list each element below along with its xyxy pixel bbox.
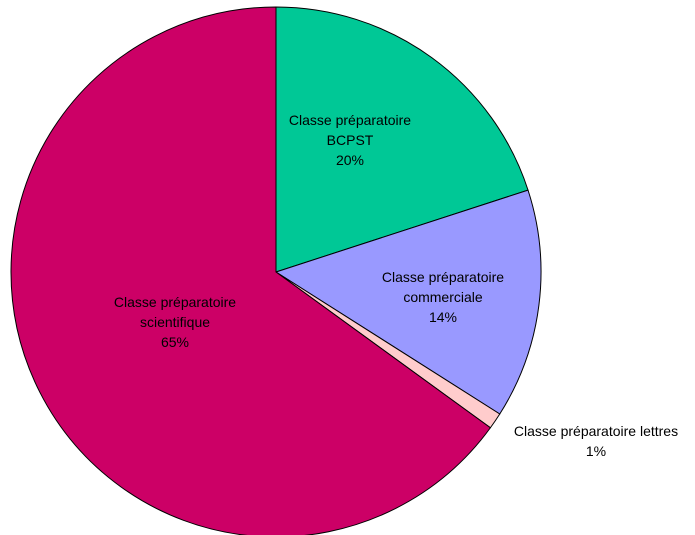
pie-slice (274, 189, 542, 415)
category-label: Classe préparatoire commerciale (381, 269, 505, 305)
category-label: Classe préparatoire BCPST (288, 112, 412, 148)
value-label: 20% (335, 152, 365, 168)
slice-label: Classe préparatoire BCPST 20% (280, 110, 420, 170)
value-label: 14% (428, 309, 458, 325)
slice-label: Classe préparatoire lettres 1% (514, 421, 678, 461)
value-label: 65% (160, 334, 190, 350)
pie-slice (10, 6, 492, 535)
slice-label: Classe préparatoire scientifique 65% (105, 292, 245, 352)
pie-slice (275, 6, 529, 273)
value-label: 1% (585, 443, 607, 459)
slice-label: Classe préparatoire commerciale 14% (373, 267, 513, 327)
category-label: Classe préparatoire lettres (513, 423, 679, 439)
category-label: Classe préparatoire scientifique (113, 294, 237, 330)
